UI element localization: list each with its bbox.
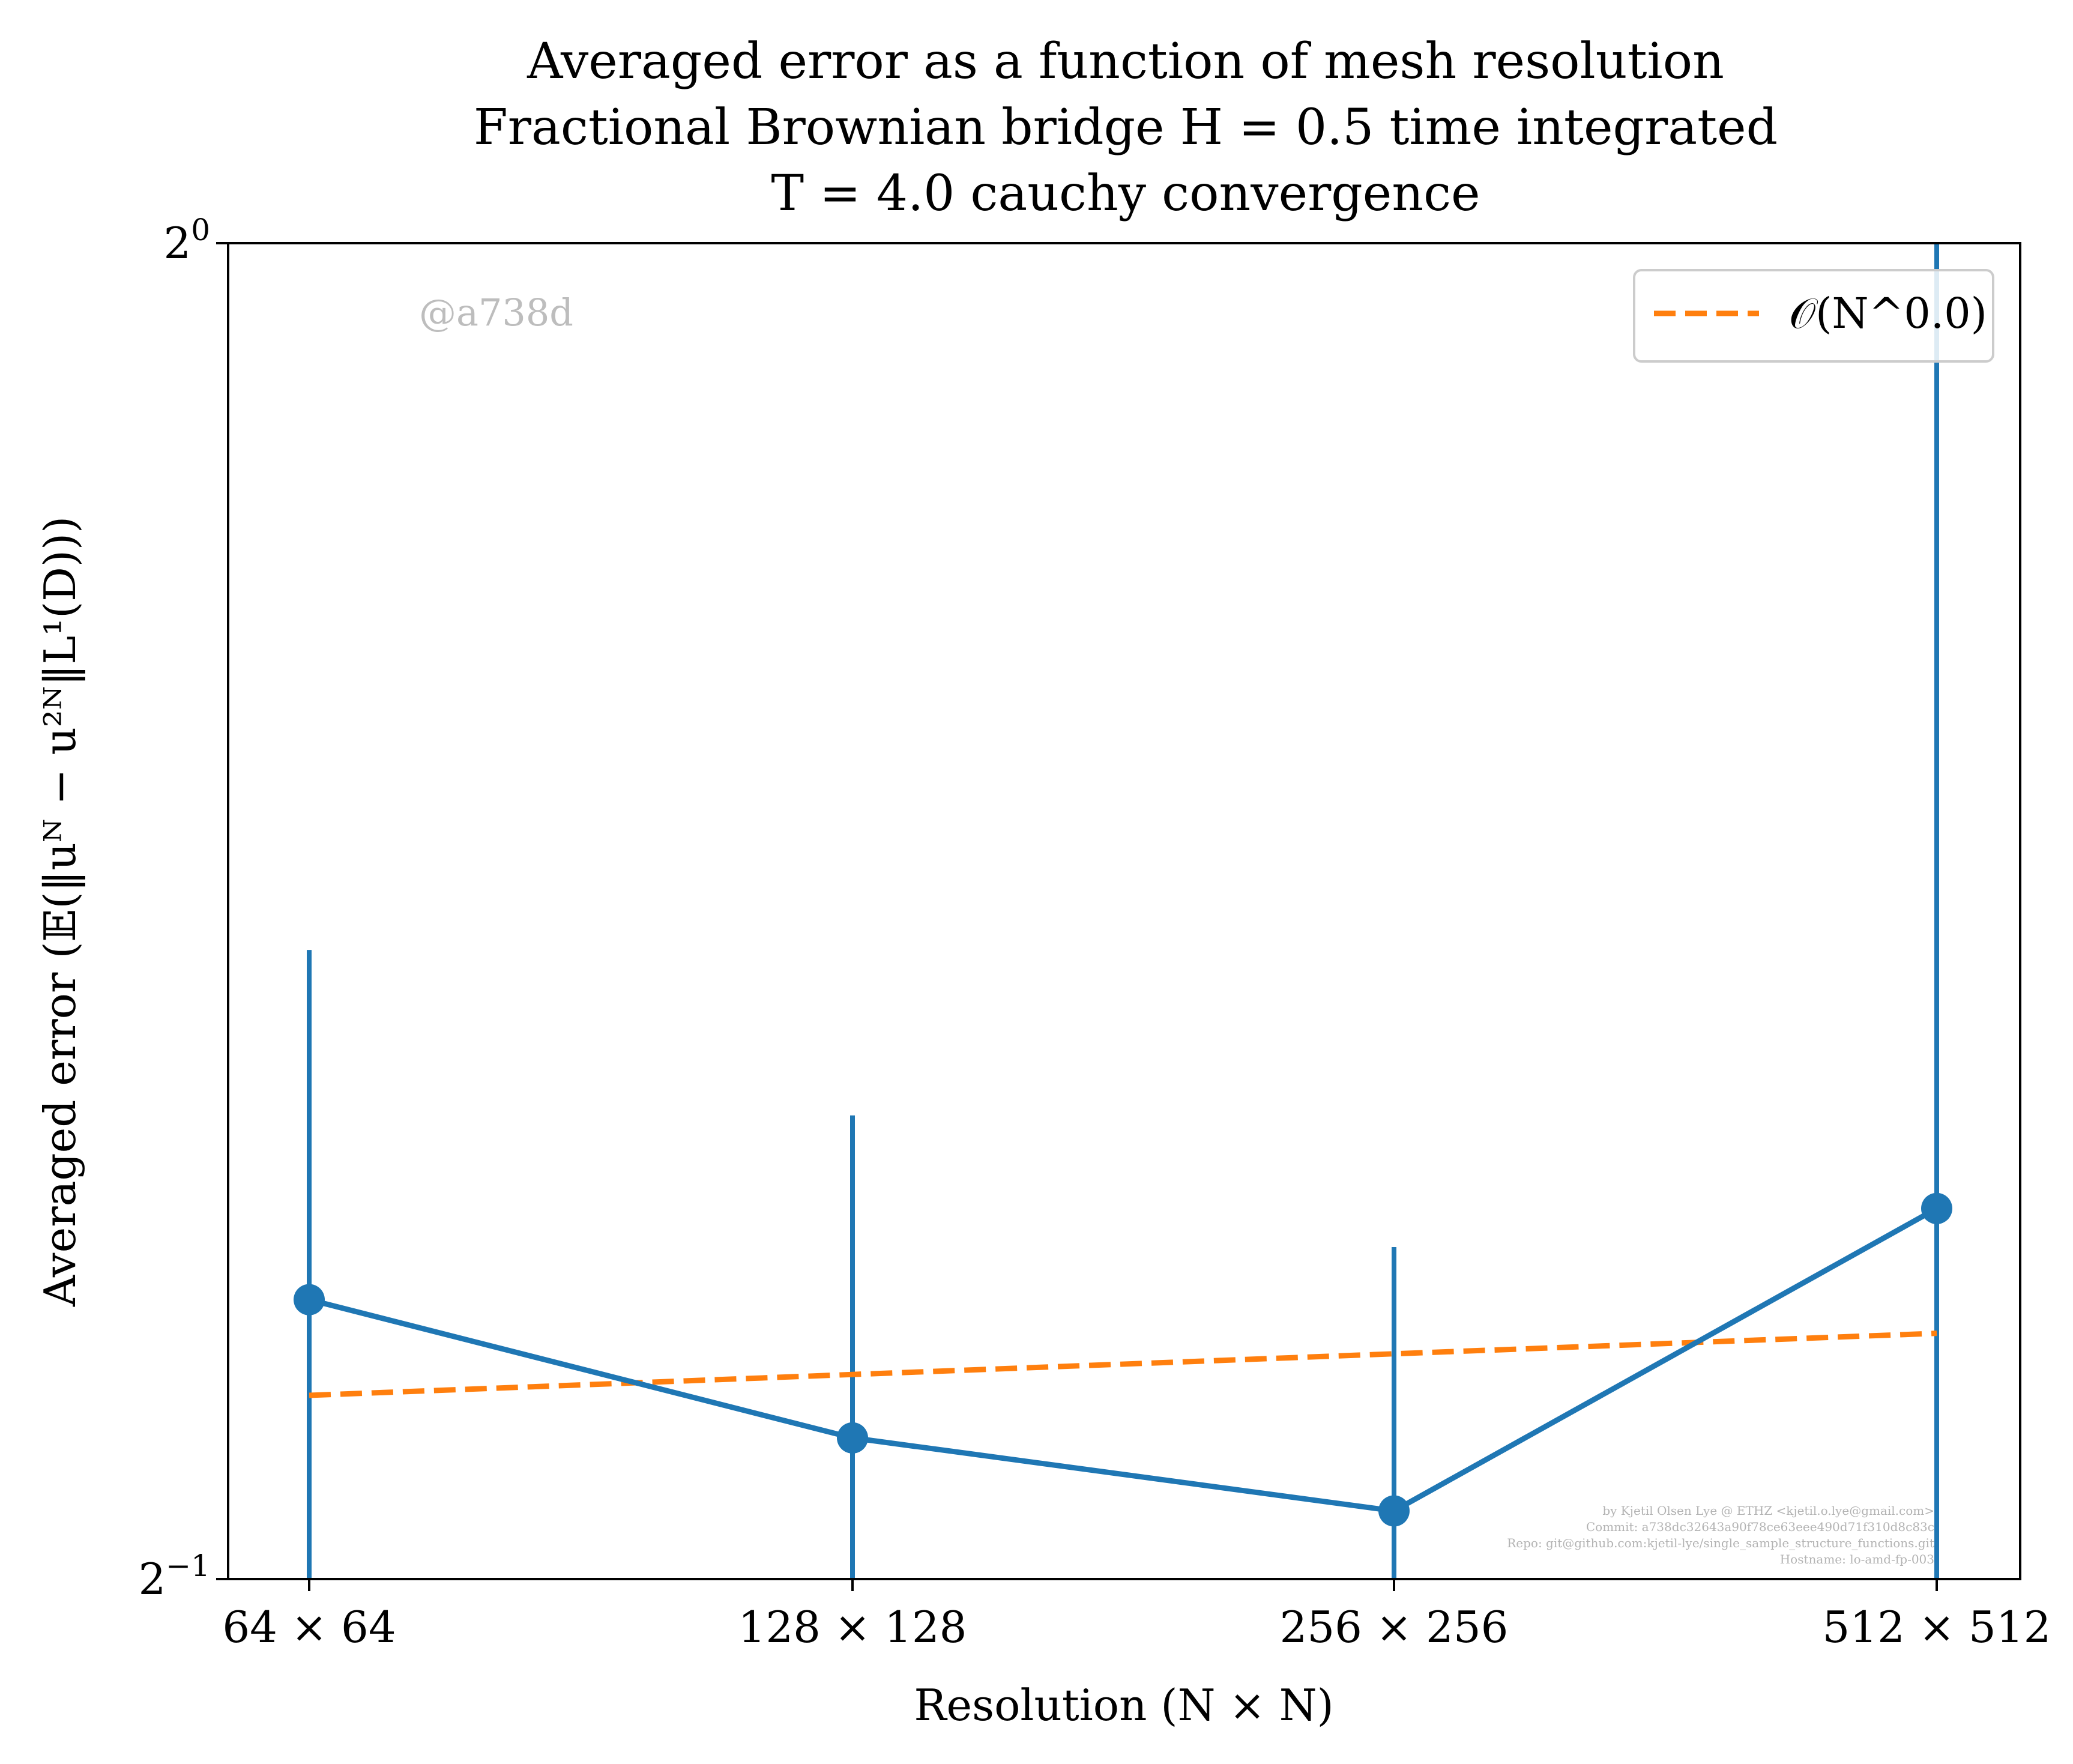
y-axis-label: Averaged error (𝔼(‖uᴺ − u²ᴺ‖L¹(D))): [35, 516, 85, 1307]
credit-line-4: Hostname: lo-amd-fp-003: [1780, 1552, 1934, 1566]
title-line-1: Averaged error as a function of mesh res…: [527, 33, 1724, 90]
credit-line-3: Repo: git@github.com:kjetil-lye/single_s…: [1507, 1536, 1934, 1550]
y-tick-label: 20: [163, 213, 210, 268]
data-point: [1921, 1192, 1952, 1224]
x-tick-label: 512 × 512: [1823, 1602, 2051, 1652]
data-point: [294, 1284, 325, 1315]
credit-line-2: Commit: a738dc32643a90f78ce63eee490d71f3…: [1586, 1520, 1934, 1534]
y-ticks: 2−1 20: [138, 213, 228, 1604]
credit-line-1: by Kjetil Olsen Lye @ ETHZ <kjetil.o.lye…: [1602, 1503, 1934, 1518]
series-layer: [294, 1192, 1952, 1527]
x-axis-label: Resolution (N × N): [914, 1680, 1333, 1730]
fit-line: [309, 1331, 1937, 1398]
title-line-2: Fractional Brownian bridge H = 0.5 time …: [474, 99, 1778, 156]
legend: 𝒪(N^0.0): [1633, 269, 1994, 363]
legend-box: [1633, 269, 1994, 363]
data-point: [837, 1422, 868, 1454]
title-line-3: T = 4.0 cauchy convergence: [771, 165, 1480, 222]
x-tick-label: 64 × 64: [222, 1602, 396, 1652]
y-tick-label: 2−1: [138, 1548, 210, 1604]
error-bars: [307, 243, 1939, 1579]
watermark: @a738d: [419, 291, 573, 334]
x-ticks: 64 × 64 128 × 128 256 × 256 512 × 512: [222, 1579, 2051, 1652]
data-point: [1378, 1495, 1410, 1527]
x-tick-label: 256 × 256: [1280, 1602, 1509, 1652]
chart-title: Averaged error as a function of mesh res…: [474, 33, 1778, 222]
credits: by Kjetil Olsen Lye @ ETHZ <kjetil.o.lye…: [1507, 1503, 1934, 1566]
x-tick-label: 128 × 128: [738, 1602, 967, 1652]
plot-frame: [227, 242, 2021, 1580]
legend-label: 𝒪(N^0.0): [1789, 289, 1987, 338]
error-line: [308, 1206, 1939, 1514]
